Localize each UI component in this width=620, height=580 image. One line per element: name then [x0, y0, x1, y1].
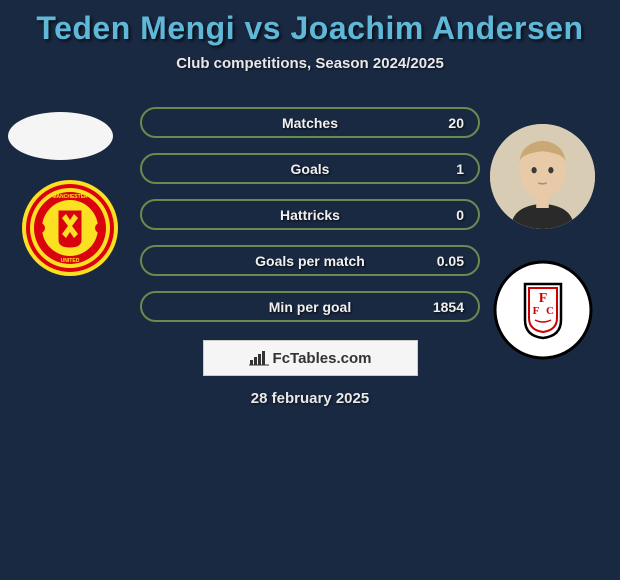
comparison-subtitle: Club competitions, Season 2024/2025: [0, 55, 620, 72]
stat-value: 1: [456, 161, 464, 177]
stat-label: Goals per match: [255, 253, 365, 269]
player-left-avatar: [8, 112, 113, 160]
stat-row: Min per goal 1854: [140, 291, 480, 322]
stat-value: 20: [448, 115, 464, 131]
stat-label: Goals: [291, 161, 330, 177]
stat-value: 0: [456, 207, 464, 223]
manchester-united-crest-icon: MANCHESTER UNITED: [20, 178, 120, 278]
stat-label: Matches: [282, 115, 338, 131]
comparison-date: 28 february 2025: [0, 390, 620, 407]
stat-row: Goals per match 0.05: [140, 245, 480, 276]
svg-text:F: F: [533, 305, 540, 317]
watermark-badge: FcTables.com: [203, 340, 418, 376]
fulham-crest-icon: F F C: [493, 260, 593, 360]
stat-row: Matches 20: [140, 107, 480, 138]
stat-label: Min per goal: [269, 299, 351, 315]
stat-value: 1854: [433, 299, 464, 315]
svg-text:F: F: [539, 291, 548, 306]
stat-label: Hattricks: [280, 207, 340, 223]
stat-row: Hattricks 0: [140, 199, 480, 230]
stat-row: Goals 1: [140, 153, 480, 184]
comparison-title: Teden Mengi vs Joachim Andersen: [0, 0, 620, 47]
stat-value: 0.05: [437, 253, 464, 269]
watermark-text: FcTables.com: [273, 350, 372, 367]
chart-icon: [249, 350, 269, 366]
svg-text:UNITED: UNITED: [61, 258, 80, 264]
player-right-avatar: [490, 124, 595, 229]
svg-text:C: C: [546, 305, 554, 317]
svg-text:MANCHESTER: MANCHESTER: [52, 194, 88, 200]
